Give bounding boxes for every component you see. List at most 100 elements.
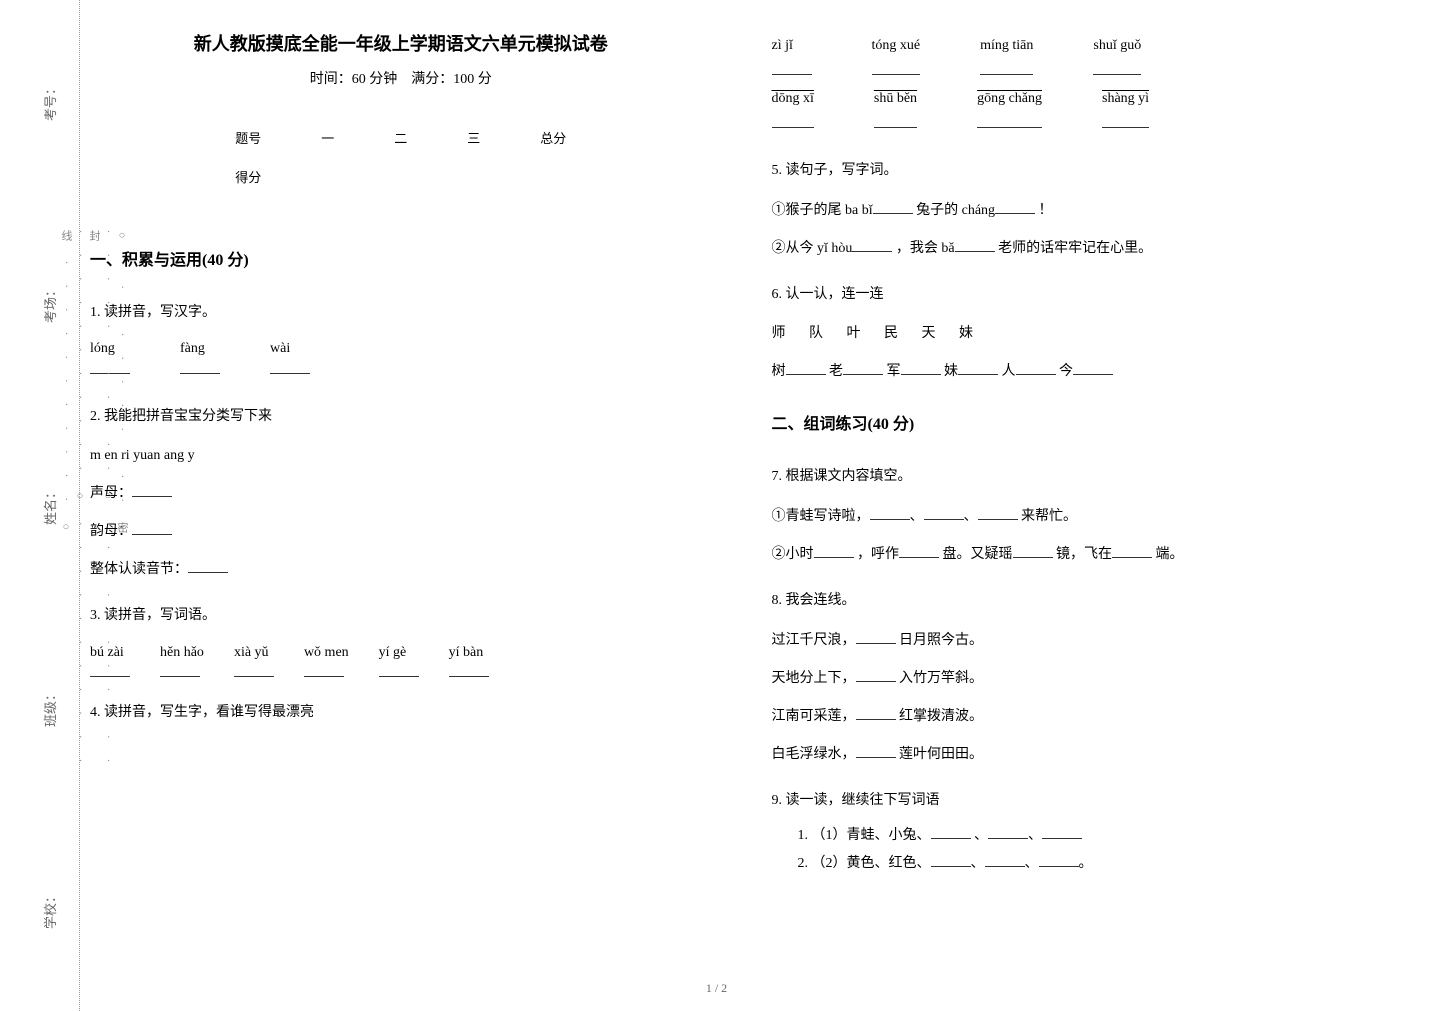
page-number: 1 / 2 [706, 981, 727, 996]
answer-blank [1102, 111, 1149, 128]
answer-blank [856, 627, 896, 644]
answer-blank [980, 58, 1033, 75]
answer-blank [874, 111, 917, 128]
content-area: 新人教版摸底全能一年级上学期语文六单元模拟试卷 时间：60 分钟 满分：100 … [90, 30, 1393, 981]
answer-blank [977, 111, 1042, 128]
table-cell: 三 [437, 118, 510, 157]
answer-blank [180, 357, 220, 374]
text: 来帮忙。 [1021, 509, 1077, 524]
table-cell: 题号 [205, 118, 291, 157]
q8-text: 8. 我会连线。 [772, 588, 1394, 613]
answer-blank [978, 503, 1018, 520]
list-item: （2）黄色、红色、、、。 [812, 850, 1394, 878]
pinyin-label: tóng xué [872, 38, 921, 54]
answer-blank [304, 661, 344, 678]
text: 白毛浮绿水， [772, 747, 856, 762]
text: 兔子的 cháng [916, 203, 995, 218]
answer-blank [1039, 850, 1079, 867]
q8-pair: 天地分上下， 入竹万竿斜。 [772, 665, 1394, 691]
answer-blank [870, 503, 910, 520]
answer-blank [814, 541, 854, 558]
binding-label: 班级： [40, 688, 59, 727]
q2-letters: m en ri yuan ang y [90, 443, 712, 468]
answer-blank [931, 850, 971, 867]
left-column: 新人教版摸底全能一年级上学期语文六单元模拟试卷 时间：60 分钟 满分：100 … [90, 30, 712, 981]
pinyin-label: dōng xī [772, 91, 814, 107]
text: 盘。又疑瑶 [943, 547, 1013, 562]
text: 老 [829, 364, 843, 379]
binding-seal-text: ○···········密···········○···········封···… [58, 229, 130, 782]
binding-label: 学校： [40, 890, 59, 929]
q2-line: 韵母： [90, 518, 712, 544]
table-cell [510, 157, 596, 196]
answer-blank [958, 358, 998, 375]
q4-row1: zì jǐ tóng xué míng tiān shuǐ guǒ [772, 38, 1394, 75]
text: 入竹万竿斜。 [899, 671, 983, 686]
answer-blank [772, 111, 814, 128]
q2-text: 2. 我能把拼音宝宝分类写下来 [90, 404, 712, 429]
section-1-title: 一、积累与运用(40 分) [90, 246, 712, 270]
text: 人 [1002, 364, 1016, 379]
answer-blank [856, 741, 896, 758]
pinyin-label: shū běn [874, 91, 917, 107]
text: 妹 [944, 364, 958, 379]
text: 莲叶何田田。 [899, 747, 983, 762]
pinyin-label: wǒ men [304, 645, 349, 661]
pinyin-item: gōng chǎng [977, 91, 1042, 128]
table-cell: 得分 [205, 157, 291, 196]
pinyin-label: zì jǐ [772, 38, 812, 54]
q5-line2: ②从今 yǐ hòu ，我会 bǎ 老师的话牢牢记在心里。 [772, 235, 1394, 261]
text: 日月照今古。 [899, 633, 983, 648]
text: 红掌拨清波。 [899, 709, 983, 724]
pinyin-label: wài [270, 341, 290, 357]
answer-blank [873, 197, 913, 214]
q6-row1: 师 队 叶 民 天 妹 [772, 321, 1394, 346]
text: 树 [772, 364, 786, 379]
q4-text: 4. 读拼音，写生字，看谁写得最漂亮 [90, 700, 712, 725]
q7-text: 7. 根据课文内容填空。 [772, 464, 1394, 489]
pinyin-item: shū běn [874, 91, 917, 128]
binding-label: 考场： [40, 284, 59, 323]
pinyin-label: fàng [180, 341, 205, 357]
pinyin-item: wǒ men [304, 645, 349, 678]
q8-pair: 江南可采莲， 红掌拨清波。 [772, 703, 1394, 729]
exam-title: 新人教版摸底全能一年级上学期语文六单元模拟试卷 [90, 30, 712, 56]
list-item: （1）青蛙、小兔、 、、 [812, 822, 1394, 850]
table-cell [364, 157, 437, 196]
answer-blank [931, 822, 971, 839]
pinyin-item: yí bàn [449, 645, 489, 678]
text: 江南可采莲， [772, 709, 856, 724]
answer-blank [1016, 358, 1056, 375]
pinyin-label: hěn hǎo [160, 645, 204, 661]
pinyin-item: yí gè [379, 645, 419, 678]
answer-blank [188, 556, 228, 573]
text: 端。 [1156, 547, 1184, 562]
q2-line: 声母： [90, 480, 712, 506]
table-row: 得分 [205, 157, 596, 196]
pinyin-label: shàng yì [1102, 91, 1149, 107]
answer-blank [955, 235, 995, 252]
pinyin-item: shuǐ guǒ [1093, 38, 1141, 75]
answer-blank [1112, 541, 1152, 558]
text: 镜，飞在 [1056, 547, 1112, 562]
answer-blank [160, 661, 200, 678]
text: ②从今 yǐ hòu [772, 241, 853, 256]
text: （1）青蛙、小兔、 [812, 828, 931, 843]
answer-blank [449, 661, 489, 678]
answer-blank [379, 661, 419, 678]
pinyin-item: hěn hǎo [160, 645, 204, 678]
score-table: 题号 一 二 三 总分 得分 [205, 118, 596, 196]
q9-list: （1）青蛙、小兔、 、、 （2）黄色、红色、、、。 [812, 822, 1394, 878]
answer-blank [270, 357, 310, 374]
answer-blank [856, 665, 896, 682]
q8-pair: 过江千尺浪， 日月照今古。 [772, 627, 1394, 653]
table-cell: 总分 [510, 118, 596, 157]
answer-blank [772, 58, 812, 75]
right-column: zì jǐ tóng xué míng tiān shuǐ guǒ dōng x… [772, 30, 1394, 981]
pinyin-item: shàng yì [1102, 91, 1149, 128]
table-cell: 一 [291, 118, 364, 157]
answer-blank [132, 518, 172, 535]
q1-pinyin-row: lóng fàng wài [90, 341, 712, 374]
answer-blank [786, 358, 826, 375]
q7-line1: ①青蛙写诗啦，、、 来帮忙。 [772, 503, 1394, 529]
